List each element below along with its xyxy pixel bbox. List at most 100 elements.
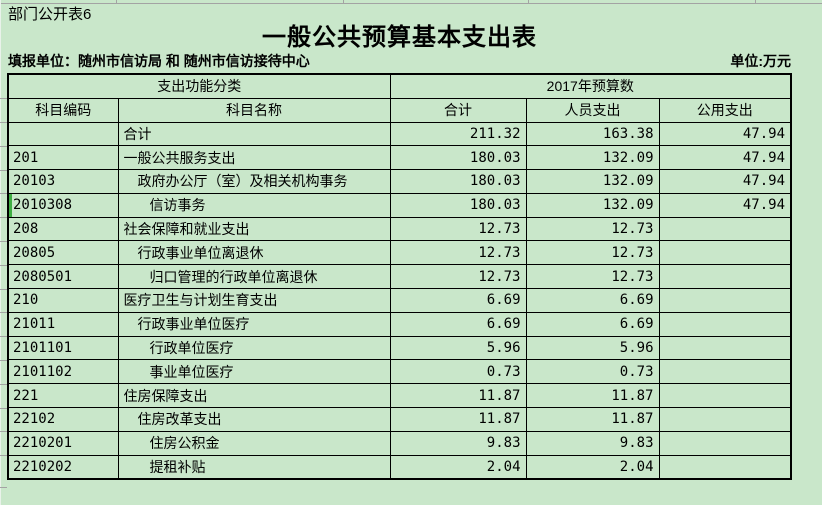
cell-name[interactable]: 行政事业单位医疗 [117,311,391,337]
reporting-unit-label: 填报单位：随州市信访局 和 随州市信访接待中心 [8,53,310,69]
gridline-tick [0,431,7,432]
cell-personnel[interactable]: 9.83 [525,430,660,456]
gridline-tick [0,408,7,409]
cell-personnel[interactable]: 11.87 [525,407,660,432]
cell-name[interactable]: 一般公共服务支出 [117,145,391,171]
cell-personnel[interactable]: 12.73 [525,216,660,242]
cell-code[interactable]: 21011 [7,311,119,337]
cell-total[interactable]: 0.73 [389,359,527,385]
cell-public[interactable] [658,383,792,409]
cell-name[interactable]: 事业单位医疗 [117,359,391,385]
cell-name[interactable]: 政府办公厅（室）及相关机构事务 [117,169,391,194]
cell-code[interactable]: 22102 [7,407,119,432]
column-header-code[interactable]: 科目编码 [7,97,119,123]
table-row: 221 住房保障支出 11.87 11.87 [7,383,792,409]
cell-total[interactable]: 5.96 [389,335,527,361]
gridline-tick [0,122,7,123]
cell-public[interactable]: 47.94 [658,192,792,218]
table-row: 合计 211.32 163.38 47.94 [7,121,792,147]
table-row: 2210201 住房公积金 9.83 9.83 [7,430,792,456]
cell-public[interactable] [658,311,792,337]
cell-name[interactable]: 信访事务 [117,192,391,218]
table-row: 210 医疗卫生与计划生育支出 6.69 6.69 [7,288,792,313]
cell-total[interactable]: 180.03 [389,145,527,171]
cell-total[interactable]: 2.04 [389,454,527,480]
cell-code[interactable]: 2210201 [7,430,119,456]
cell-public[interactable] [658,407,792,432]
cell-code[interactable]: 20805 [7,240,119,266]
gridline-tick [0,193,7,194]
table-row: 2010308 信访事务 180.03 132.09 47.94 [7,192,792,218]
gridline-tick [755,0,756,3]
cell-code[interactable] [7,121,119,147]
cell-name[interactable]: 住房改革支出 [117,407,391,432]
cell-total[interactable]: 12.73 [389,216,527,242]
cell-personnel[interactable]: 12.73 [525,264,660,290]
cell-name[interactable]: 归口管理的行政单位离退休 [117,264,391,290]
cell-personnel[interactable]: 132.09 [525,192,660,218]
cell-code[interactable]: 221 [7,383,119,409]
cell-name[interactable]: 提租补贴 [117,454,391,480]
cell-public[interactable] [658,240,792,266]
cell-public[interactable] [658,216,792,242]
cell-code[interactable]: 2101102 [7,359,119,385]
cell-public[interactable]: 47.94 [658,145,792,171]
cell-total[interactable]: 6.69 [389,288,527,313]
cell-personnel[interactable]: 12.73 [525,240,660,266]
cell-public[interactable] [658,359,792,385]
cell-public[interactable] [658,335,792,361]
cell-code[interactable]: 208 [7,216,119,242]
cell-code[interactable]: 20103 [7,169,119,194]
cell-name[interactable]: 医疗卫生与计划生育支出 [117,288,391,313]
cell-code[interactable]: 2080501 [7,264,119,290]
cell-personnel[interactable]: 2.04 [525,454,660,480]
cell-total[interactable]: 11.87 [389,407,527,432]
cell-public[interactable] [658,430,792,456]
cell-personnel[interactable]: 0.73 [525,359,660,385]
cell-code[interactable]: 201 [7,145,119,171]
cell-public[interactable]: 47.94 [658,121,792,147]
table-row: 20805 行政事业单位离退休 12.73 12.73 [7,240,792,266]
cell-total[interactable]: 180.03 [389,192,527,218]
gridline-tick [0,360,7,361]
header-function-group-cell[interactable]: 支出功能分类 [7,73,391,99]
cell-personnel[interactable]: 132.09 [525,169,660,194]
cell-public[interactable] [658,264,792,290]
cell-total[interactable]: 211.32 [389,121,527,147]
cell-total[interactable]: 12.73 [389,264,527,290]
cell-total[interactable]: 9.83 [389,430,527,456]
cell-code[interactable]: 2210202 [7,454,119,480]
cell-public[interactable] [658,454,792,480]
cell-public[interactable]: 47.94 [658,169,792,194]
cell-name[interactable]: 合计 [117,121,391,147]
cell-name[interactable]: 行政事业单位离退休 [117,240,391,266]
cell-personnel[interactable]: 132.09 [525,145,660,171]
column-header-public[interactable]: 公用支出 [658,97,792,123]
unit-note: 单位:万元 [730,53,791,69]
cell-code[interactable]: 2101101 [7,335,119,361]
cell-name[interactable]: 行政单位医疗 [117,335,391,361]
header-budget-year-cell[interactable]: 2017年预算数 [389,73,792,99]
cell-code[interactable]: 2010308 [7,192,119,218]
cell-code[interactable]: 210 [7,288,119,313]
column-header-name[interactable]: 科目名称 [117,97,391,123]
cell-personnel[interactable]: 6.69 [525,288,660,313]
gridline-tick [0,384,7,385]
cell-personnel[interactable]: 163.38 [525,121,660,147]
budget-table: 支出功能分类 2017年预算数 科目编码 科目名称 合计 人员支出 公用支出 合… [7,73,793,480]
cell-personnel[interactable]: 6.69 [525,311,660,337]
cell-name[interactable]: 住房保障支出 [117,383,391,409]
cell-personnel[interactable]: 11.87 [525,383,660,409]
cell-total[interactable]: 12.73 [389,240,527,266]
cell-total[interactable]: 180.03 [389,169,527,194]
gridline-tick [0,98,7,99]
cell-total[interactable]: 11.87 [389,383,527,409]
cell-personnel[interactable]: 5.96 [525,335,660,361]
cell-name[interactable]: 社会保障和就业支出 [117,216,391,242]
column-header-total[interactable]: 合计 [389,97,527,123]
cell-public[interactable] [658,288,792,313]
cell-name[interactable]: 住房公积金 [117,430,391,456]
gridline-tick [0,487,7,488]
column-header-personnel[interactable]: 人员支出 [525,97,660,123]
cell-total[interactable]: 6.69 [389,311,527,337]
